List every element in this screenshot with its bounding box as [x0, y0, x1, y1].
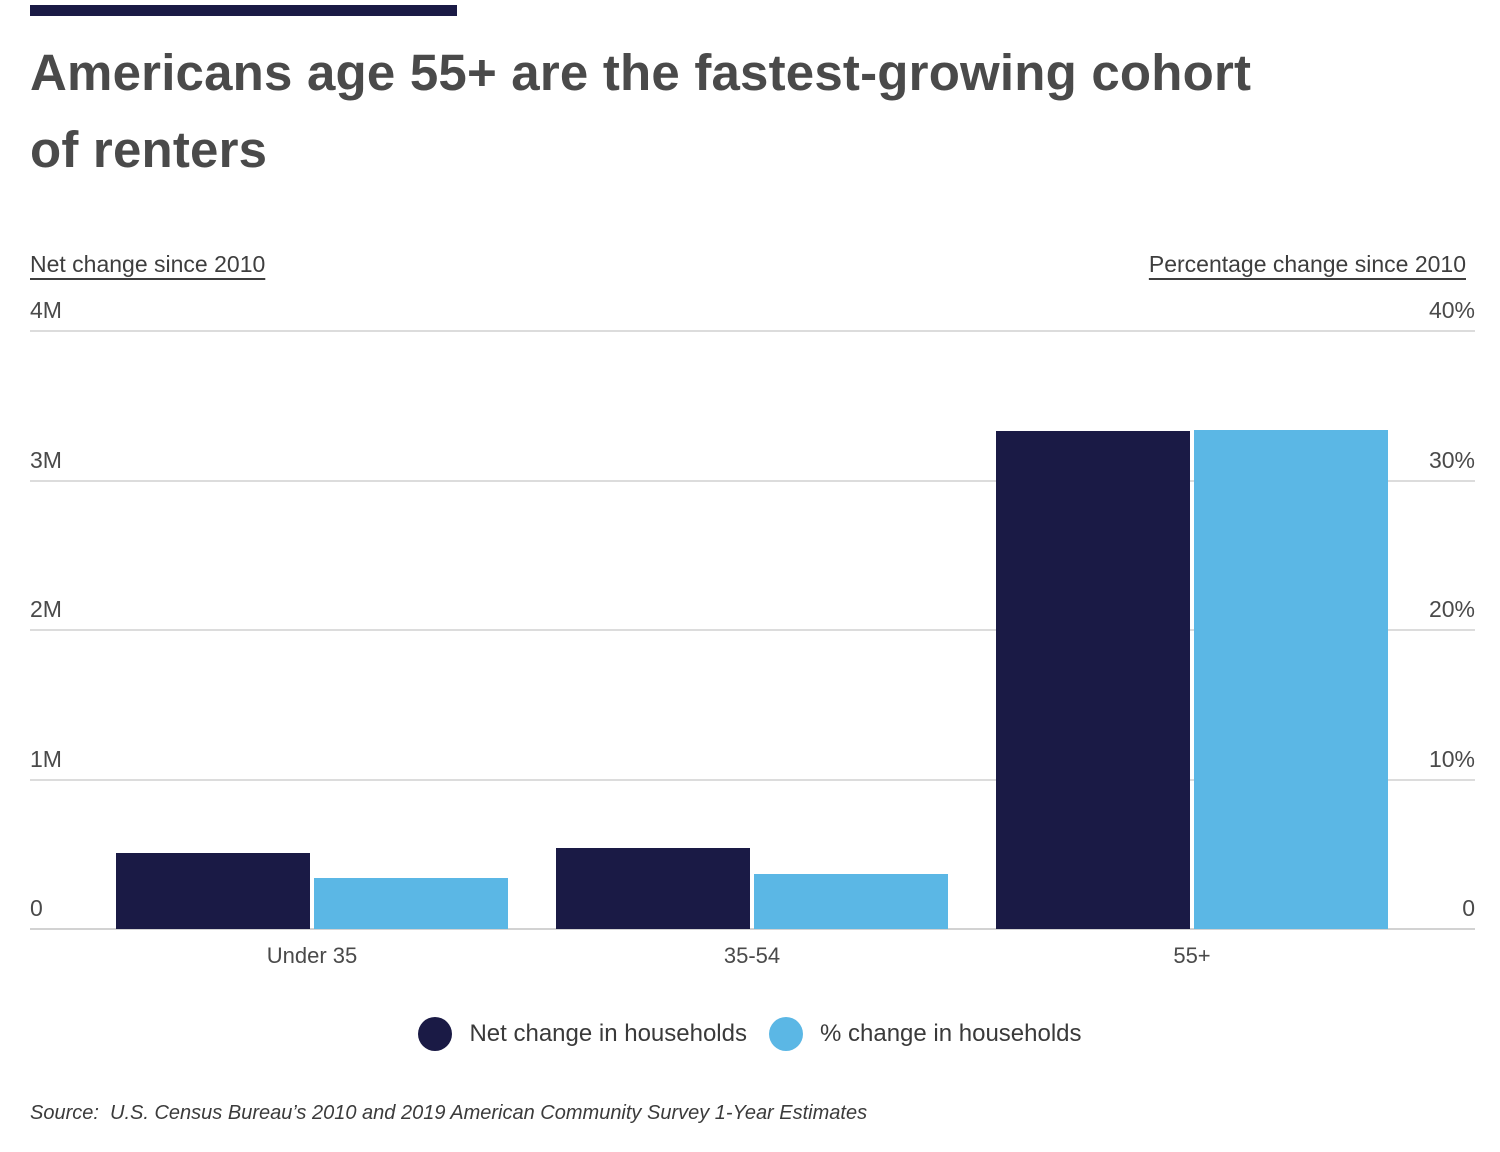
category-label-under-35: Under 35 — [266, 943, 358, 968]
chart-title: Americans age 55+ are the fastest-growin… — [30, 34, 1460, 188]
right-axis-title: Percentage change since 2010 — [1148, 251, 1466, 277]
plot-area: 0 0 1M 10% 2M 20% 3M 30% 4M 40% Under 35 35-54 55+ — [30, 297, 1475, 968]
left-axis-tick: 1M — [30, 745, 62, 772]
gridline — [30, 778, 1475, 781]
bar-pct-change-under-35[interactable] — [314, 878, 508, 929]
title-line-2: of renters — [30, 121, 268, 178]
bar-pct-change-55[interactable] — [1194, 429, 1388, 929]
left-axis-title: Net change since 2010 — [30, 251, 266, 277]
legend-item-pct-change[interactable]: % change in households — [769, 1017, 1082, 1051]
gridline — [30, 928, 1475, 930]
gridline — [30, 629, 1475, 631]
legend-label-net-change: Net change in households — [469, 1020, 747, 1047]
bar-net-change-55[interactable] — [996, 431, 1190, 929]
right-axis-tick: 30% — [1428, 446, 1475, 473]
legend-label-pct-change: % change in households — [820, 1020, 1082, 1047]
bar-pct-change-35-54[interactable] — [754, 873, 948, 929]
left-axis-tick: 2M — [30, 596, 62, 622]
title-line-1: Americans age 55+ are the fastest-growin… — [30, 44, 1252, 101]
bar-net-change-35-54[interactable] — [556, 848, 750, 929]
legend-item-net-change[interactable]: Net change in households — [418, 1017, 747, 1051]
left-axis-tick: 0 — [30, 895, 43, 921]
left-axis-tick: 3M — [30, 446, 62, 473]
gridline — [30, 479, 1475, 482]
bar-net-change-under-35[interactable] — [116, 852, 310, 929]
right-axis-tick: 40% — [1428, 297, 1475, 323]
legend: Net change in households % change in hou… — [0, 1012, 1500, 1056]
legend-swatch-pct-change-icon — [769, 1017, 803, 1051]
left-axis-tick: 4M — [30, 297, 62, 323]
right-axis-tick: 0 — [1462, 895, 1475, 921]
right-axis-tick: 10% — [1428, 745, 1475, 772]
gridline — [30, 330, 1475, 332]
category-label-55: 55+ — [1173, 943, 1211, 968]
source-note: Source: U.S. Census Bureau’s 2010 and 20… — [30, 1102, 868, 1124]
top-accent-bar — [30, 5, 457, 16]
legend-swatch-net-change-icon — [418, 1017, 453, 1051]
right-axis-tick: 20% — [1428, 596, 1475, 622]
category-label-35-54: 35-54 — [723, 943, 781, 968]
